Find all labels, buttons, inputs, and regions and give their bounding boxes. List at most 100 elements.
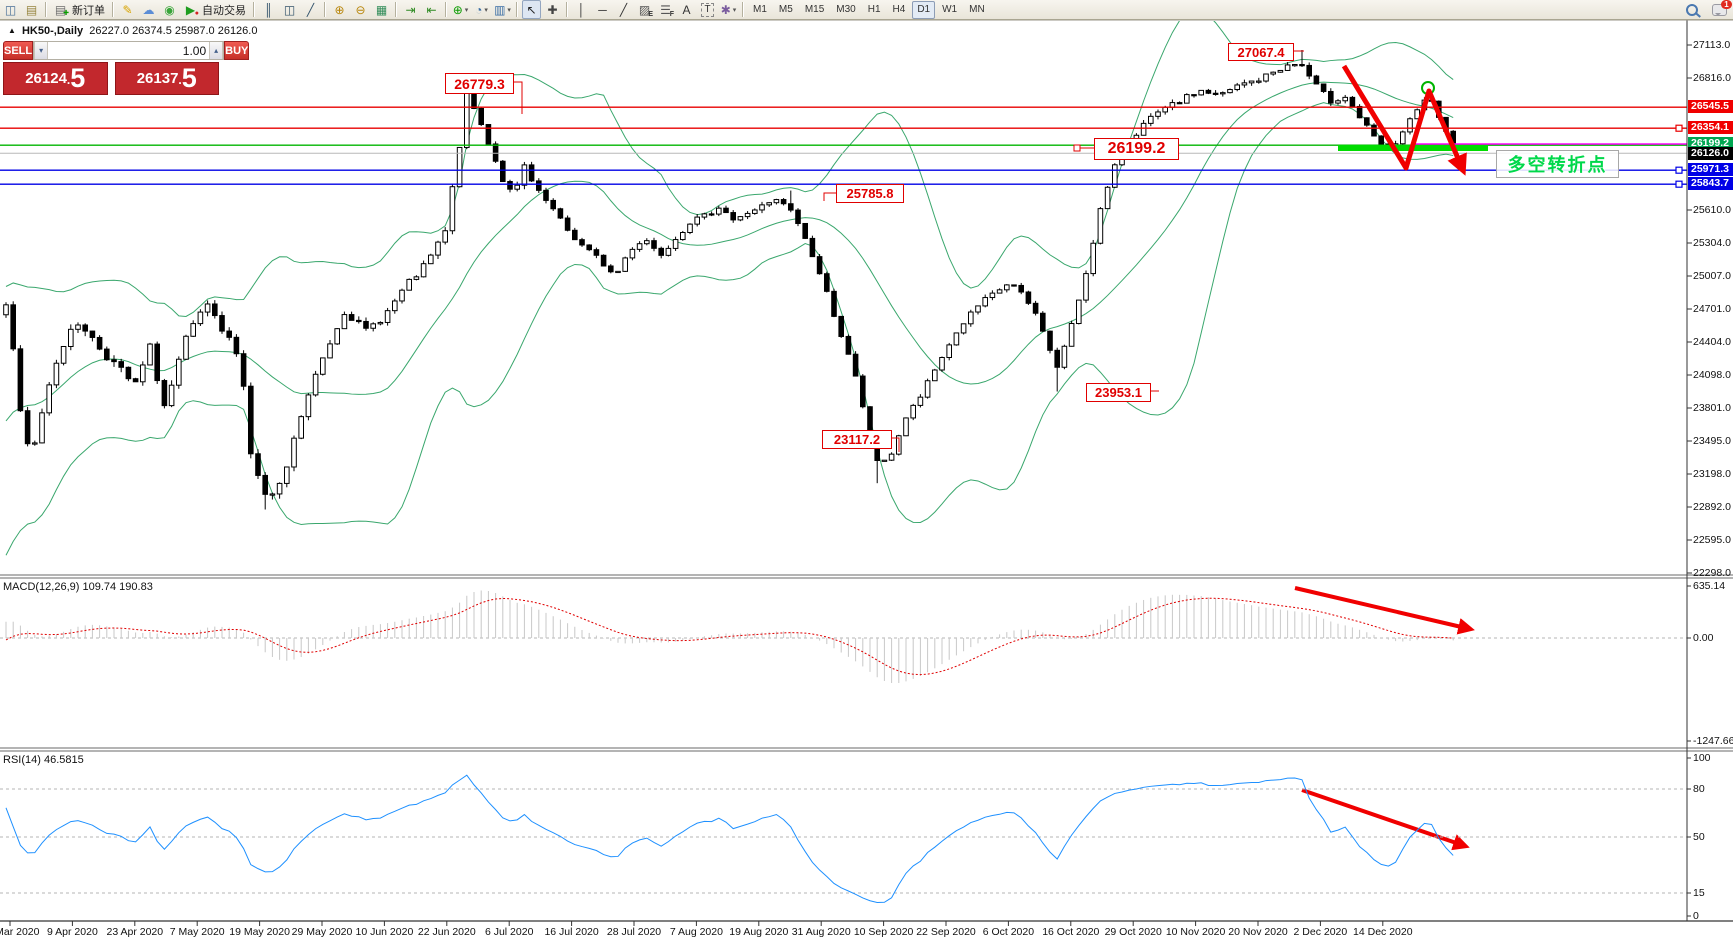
zoom-out-icon[interactable]: ⊖: [351, 0, 370, 19]
autoscroll-icon[interactable]: ⇥: [401, 0, 420, 19]
price-callout[interactable]: 26199.2: [1094, 138, 1179, 160]
time-axis-label: 31 Aug 2020: [791, 926, 851, 938]
price-callout[interactable]: 26779.3: [445, 73, 514, 94]
timeframe-m15-button[interactable]: M15: [804, 4, 825, 15]
price-axis-tick: 27113.0: [1693, 39, 1731, 51]
timeframe-h4-button[interactable]: H4: [892, 4, 906, 15]
time-axis-label: 14 Dec 2020: [1353, 926, 1413, 938]
time-axis-label: 7 May 2020: [169, 926, 225, 938]
periods-icon: ◔: [475, 2, 483, 17]
price-tag: 26354.1: [1688, 121, 1733, 134]
dropdown-arrow-icon: ▾: [484, 6, 488, 14]
time-axis-label: 23 Apr 2020: [106, 926, 164, 938]
cursor-icon[interactable]: ↖: [522, 0, 541, 19]
templates-icon[interactable]: ▥ ▾: [493, 0, 512, 19]
time-axis-label: 20 Nov 2020: [1228, 926, 1288, 938]
price-axis-tick: 24404.0: [1693, 336, 1731, 348]
arrows-shapes-icon: ✱: [720, 2, 731, 17]
analysis-overlays[interactable]: [1294, 64, 1687, 851]
rsi-axis-tick: 80: [1693, 783, 1705, 795]
autotrading-button[interactable]: ▶ ●: [185, 2, 199, 18]
candles-layer: [3, 50, 1457, 510]
data-window-icon: ▤: [25, 2, 38, 17]
timeframe-m30-button[interactable]: M30: [836, 4, 856, 15]
chart-window[interactable]: ▲ HK50-,Daily 26227.0 26374.5 25987.0 26…: [0, 20, 1733, 938]
time-axis-label: 2 Dec 2020: [1293, 926, 1348, 938]
cloud-icon[interactable]: ☁: [139, 0, 158, 19]
sell-price-tile[interactable]: 26124. 5: [3, 62, 108, 95]
tile-windows-icon: ▦: [375, 2, 388, 17]
price-callout[interactable]: 25785.8: [836, 184, 904, 203]
time-axis-label: 6 Oct 2020: [982, 926, 1035, 938]
data-window-icon[interactable]: ▤: [22, 0, 41, 19]
vertical-line-icon: │: [577, 2, 586, 17]
time-axis-label: 19 Aug 2020: [729, 926, 789, 938]
shift-chart-icon[interactable]: ⇤: [422, 0, 441, 19]
templates-icon: ▥: [494, 2, 506, 17]
notifications-icon[interactable]: 1: [1712, 0, 1732, 16]
signal-icon[interactable]: ◉: [160, 0, 179, 19]
volume-up-button[interactable]: ▴: [209, 42, 224, 59]
indicators-icon[interactable]: ⊕ ▾: [451, 0, 470, 19]
autotrading-button: ▶: [185, 2, 196, 17]
price-callout[interactable]: 23117.2: [822, 430, 892, 449]
new-order-button: ▤: [54, 2, 67, 17]
price-axis-tick: 25304.0: [1693, 237, 1731, 249]
price-axis-tick: 23801.0: [1693, 402, 1731, 414]
crosshair-icon[interactable]: ✚: [543, 0, 562, 19]
timeframe-m5-button[interactable]: M5: [778, 4, 793, 15]
timeframe-mn-button[interactable]: MN: [969, 4, 985, 15]
chart-canvas[interactable]: [0, 20, 1733, 938]
time-axis-label: 9 Apr 2020: [46, 926, 98, 938]
periods-icon[interactable]: ◔ ▾: [472, 0, 491, 19]
price-callout[interactable]: 23953.1: [1086, 383, 1151, 402]
arrows-shapes-icon[interactable]: ✱ ▾: [719, 0, 738, 19]
text-icon[interactable]: A: [677, 0, 696, 19]
text-label-icon[interactable]: T: [698, 0, 717, 19]
symbol-period-label: HK50-,Daily: [21, 25, 84, 37]
bollinger-bands: [5, 21, 1454, 556]
horizontal-line-icon[interactable]: ─: [593, 0, 612, 19]
time-axis-label: 16 Oct 2020: [1042, 926, 1100, 938]
time-axis-label: 7 Aug 2020: [669, 926, 723, 938]
buy-button[interactable]: BUY: [224, 41, 250, 60]
sell-button[interactable]: SELL: [3, 41, 34, 60]
price-callout[interactable]: 27067.4: [1228, 43, 1294, 61]
tile-windows-icon[interactable]: ▦: [372, 0, 391, 19]
zoom-in-icon[interactable]: ⊕: [330, 0, 349, 19]
price-axis-tick: 24701.0: [1693, 303, 1731, 315]
pane-dividers[interactable]: [0, 20, 1733, 926]
bar-chart-mode-icon[interactable]: ║: [259, 0, 278, 19]
toolbar-separator: [45, 2, 47, 17]
trendline-icon[interactable]: ╱: [614, 0, 633, 19]
cleanup-icon[interactable]: ✎: [118, 0, 137, 19]
search-button[interactable]: [1682, 0, 1701, 19]
toolbar-separator: [516, 2, 518, 17]
price-axis-tick: 23198.0: [1693, 468, 1731, 480]
shift-chart-icon: ⇤: [426, 2, 437, 17]
cleanup-icon: ✎: [122, 2, 133, 17]
candlestick-mode-icon[interactable]: ◫: [280, 0, 299, 19]
text-icon: A: [682, 2, 691, 17]
buy-price-tile[interactable]: 26137. 5: [114, 62, 219, 95]
text-annotation[interactable]: 多空转折点: [1496, 150, 1619, 178]
timeframe-h1-button[interactable]: H1: [867, 4, 881, 15]
dropdown-arrow-icon: ▾: [464, 6, 469, 14]
timeframe-m1-button[interactable]: M1: [753, 4, 767, 15]
timeframe-d1-button[interactable]: D1: [912, 0, 936, 19]
volume-box: ▾ ▴: [33, 41, 225, 60]
volume-input[interactable]: [48, 42, 210, 59]
timeframe-w1-button[interactable]: W1: [942, 4, 958, 15]
time-axis-label: 30 Mar 2020: [0, 926, 40, 938]
time-axis-label: 19 May 2020: [229, 926, 290, 938]
chart-window-icon[interactable]: ◫: [1, 0, 20, 19]
dropdown-arrow-icon: ▾: [507, 6, 511, 14]
fibonacci-icon[interactable]: ☰ F: [660, 2, 674, 19]
collapse-triangle-icon: ▲: [8, 26, 16, 35]
vertical-line-icon[interactable]: │: [572, 0, 591, 19]
equidistant-channel-icon[interactable]: ▨ E: [638, 2, 653, 19]
new-order-button[interactable]: ▤ ✚: [54, 2, 69, 18]
price-axis-tick: 23495.0: [1693, 435, 1731, 447]
line-chart-mode-icon[interactable]: ╱: [301, 0, 320, 19]
volume-down-button[interactable]: ▾: [34, 42, 49, 59]
